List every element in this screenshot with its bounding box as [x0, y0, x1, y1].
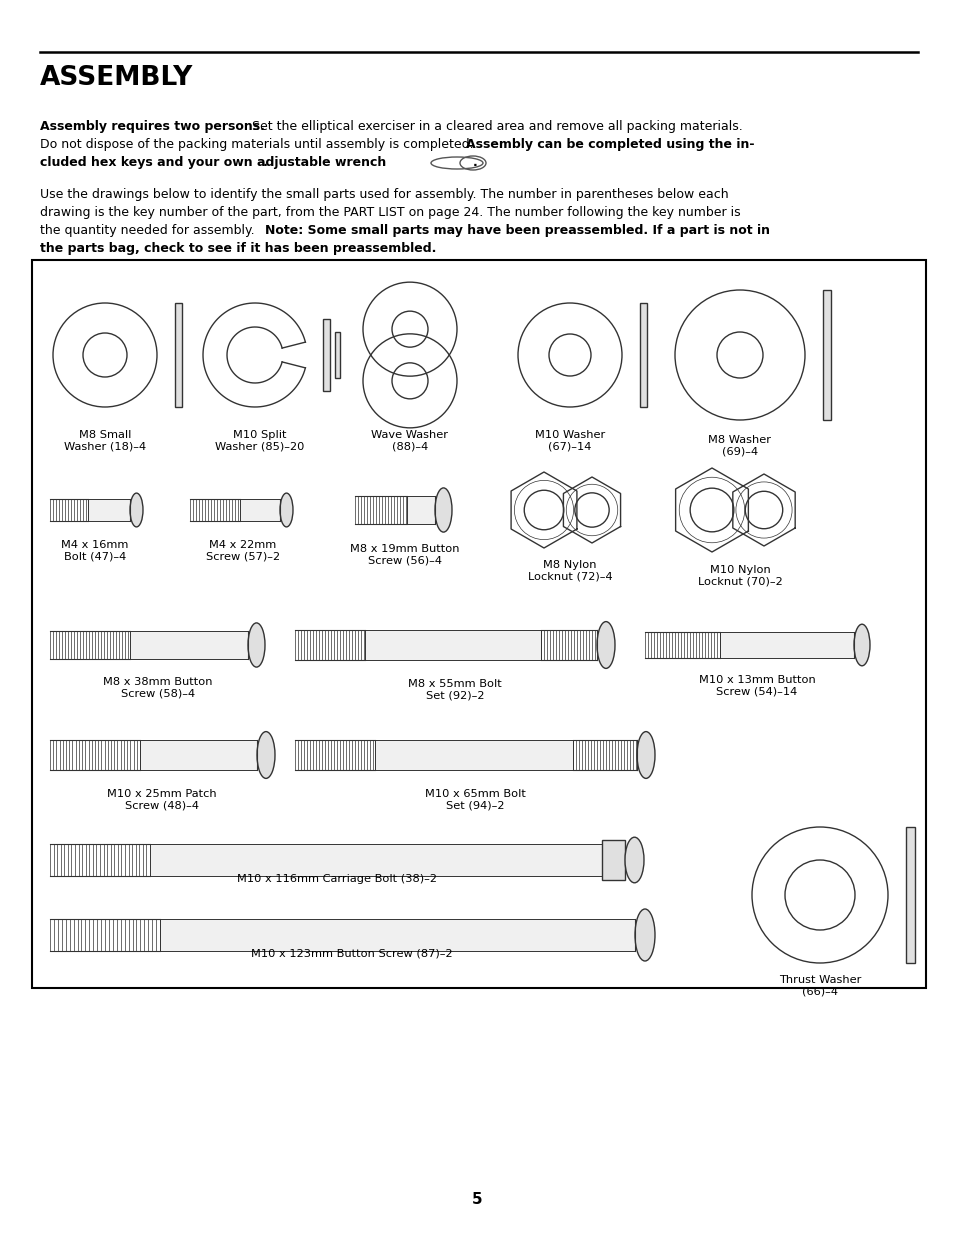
Bar: [32, 261, 925, 988]
Ellipse shape: [853, 624, 869, 666]
Ellipse shape: [637, 731, 655, 778]
Ellipse shape: [256, 731, 274, 778]
Text: M4 x 16mm
Bolt (47)–4: M4 x 16mm Bolt (47)–4: [61, 540, 129, 562]
Ellipse shape: [624, 837, 643, 883]
Text: Set the elliptical exerciser in a cleared area and remove all packing materials.: Set the elliptical exerciser in a cleare…: [248, 120, 742, 133]
Bar: [150, 845, 601, 876]
Bar: [160, 919, 635, 951]
Text: ASSEMBLY: ASSEMBLY: [40, 65, 193, 91]
Text: M8 x 55mm Bolt
Set (92)–2: M8 x 55mm Bolt Set (92)–2: [408, 679, 501, 700]
Text: M8 Washer
(69)–4: M8 Washer (69)–4: [708, 435, 771, 457]
Text: .: .: [473, 156, 477, 169]
Text: 5: 5: [471, 1193, 482, 1208]
Bar: [905, 827, 914, 963]
Ellipse shape: [248, 622, 265, 667]
Bar: [140, 740, 256, 769]
Text: the quantity needed for assembly.: the quantity needed for assembly.: [40, 224, 258, 237]
Text: M10 x 13mm Button
Screw (54)–14: M10 x 13mm Button Screw (54)–14: [698, 676, 815, 697]
Text: the parts bag, check to see if it has been preassembled.: the parts bag, check to see if it has be…: [40, 242, 436, 254]
Ellipse shape: [280, 493, 293, 527]
Text: Assembly can be completed using the in-: Assembly can be completed using the in-: [465, 138, 754, 151]
Text: M8 x 38mm Button
Screw (58)–4: M8 x 38mm Button Screw (58)–4: [103, 677, 213, 699]
Text: drawing is the key number of the part, from the PART LIST on page 24. The number: drawing is the key number of the part, f…: [40, 206, 740, 219]
Bar: [375, 740, 573, 769]
Text: Do not dispose of the packing materials until assembly is completed.: Do not dispose of the packing materials …: [40, 138, 477, 151]
Ellipse shape: [130, 493, 143, 527]
Text: M8 Nylon
Locknut (72)–4: M8 Nylon Locknut (72)–4: [527, 559, 612, 582]
Text: M4 x 22mm
Screw (57)–2: M4 x 22mm Screw (57)–2: [206, 540, 280, 562]
Bar: [365, 630, 540, 659]
Text: M10 x 65mm Bolt
Set (94)–2: M10 x 65mm Bolt Set (94)–2: [424, 789, 525, 810]
Bar: [639, 303, 646, 408]
Text: .: .: [40, 156, 268, 169]
Text: M10 x 123mm Button Screw (87)–2: M10 x 123mm Button Screw (87)–2: [251, 948, 453, 960]
Bar: [720, 632, 853, 658]
Text: M10 x 25mm Patch
Screw (48)–4: M10 x 25mm Patch Screw (48)–4: [107, 789, 216, 810]
Text: Wave Washer
(88)–4: Wave Washer (88)–4: [371, 430, 448, 452]
Ellipse shape: [597, 621, 615, 668]
Bar: [240, 499, 280, 521]
Text: Assembly requires two persons.: Assembly requires two persons.: [40, 120, 265, 133]
Text: M10 Nylon
Locknut (70)–2: M10 Nylon Locknut (70)–2: [697, 564, 781, 587]
Text: M10 Washer
(67)–14: M10 Washer (67)–14: [535, 430, 604, 452]
Ellipse shape: [635, 909, 655, 961]
Text: M10 Split
Washer (85)–20: M10 Split Washer (85)–20: [215, 430, 304, 452]
Text: Use the drawings below to identify the small parts used for assembly. The number: Use the drawings below to identify the s…: [40, 188, 728, 201]
Bar: [130, 631, 248, 659]
Bar: [174, 303, 182, 408]
Text: Note: Some small parts may have been preassembled. If a part is not in: Note: Some small parts may have been pre…: [265, 224, 769, 237]
Text: M10 x 116mm Carriage Bolt (38)–2: M10 x 116mm Carriage Bolt (38)–2: [236, 874, 436, 884]
Bar: [601, 840, 624, 881]
Bar: [335, 332, 339, 378]
Bar: [323, 319, 330, 391]
Text: cluded hex keys and your own adjustable wrench: cluded hex keys and your own adjustable …: [40, 156, 386, 169]
Text: Thrust Washer
(66)–4: Thrust Washer (66)–4: [778, 974, 861, 997]
Bar: [88, 499, 130, 521]
Ellipse shape: [435, 488, 452, 532]
Text: M8 Small
Washer (18)–4: M8 Small Washer (18)–4: [64, 430, 146, 452]
Bar: [822, 290, 830, 420]
Text: M8 x 19mm Button
Screw (56)–4: M8 x 19mm Button Screw (56)–4: [350, 543, 459, 566]
Bar: [407, 496, 435, 524]
